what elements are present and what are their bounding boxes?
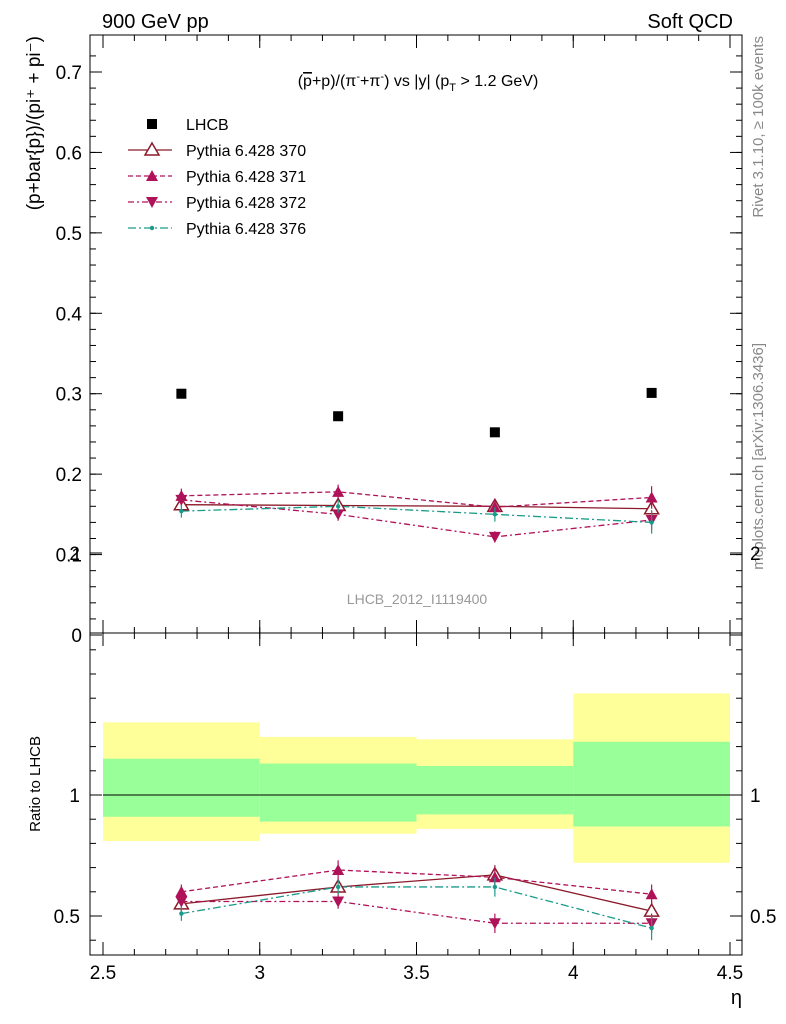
ratio-point-py372 [488,918,501,930]
legend-label-py372: Pythia 6.428 372 [186,195,306,212]
ratio-point-py376 [649,925,654,931]
main-point-py372 [488,531,501,543]
legend-marker-py372 [146,197,158,208]
legend-marker-py376 [149,225,155,231]
main-ytick-label: 0.3 [56,385,82,406]
x-tick-label: 2.5 [90,963,116,984]
ratio-point-py376 [179,911,184,916]
ratio-line-py376 [181,886,652,929]
legend-label-data: LHCB [186,117,229,134]
main-point-data [646,387,657,398]
main-line-py371 [181,491,652,508]
main-point-data [333,411,344,422]
main-line-py370 [181,504,652,510]
band-inner-0 [103,758,260,817]
ratio-point-py371 [488,871,501,883]
legend: LHCB Pythia 6.428 370 Pythia 6.428 371 Pyth… [128,117,306,238]
main-line-py372 [181,499,652,538]
main-ytick-label: 0.4 [56,304,83,325]
main-point-py376 [335,504,341,509]
x-tick-label: 3 [254,963,265,984]
main-ytick-label: 0 [71,626,82,647]
band-inner-1 [259,763,417,822]
main-point-data [176,388,187,399]
ratio-ytick-label: 1 [69,786,80,807]
main-point-py376 [179,508,184,514]
analysis-watermark: LHCB_2012_I1119400 [347,591,488,607]
legend-label-py376: Pythia 6.428 376 [186,221,306,238]
ratio-ytick-label-right: 2 [750,544,761,565]
header-left: 900 GeV pp [102,11,209,33]
main-ytick-label: 0.1 [56,546,82,567]
legend-marker-py371 [146,170,158,181]
ratio-line-py372 [181,900,652,924]
ratio-uncertainty-bands [103,693,730,863]
x-tick-label: 4.5 [717,963,743,984]
ratio-axes: 0.5 0.5 1 1 2 2 2.5 3 3.5 4 4.5 [54,544,777,984]
legend-label-py371: Pythia 6.428 371 [186,169,306,186]
main-ylabel: (p+bar{p})/(pi⁺ + pi⁻) [24,36,45,210]
band-inner-3 [573,741,730,827]
main-ytick-label: 0.7 [56,63,82,84]
ratio-point-py376 [335,884,341,890]
main-point-py376 [649,520,654,525]
ratio-ytick-label-right: 0.5 [750,907,776,928]
ratio-ytick-label: 0.5 [54,907,80,928]
legend-marker-py370 [143,141,161,156]
main-ytick-label: 0.6 [56,143,82,164]
chart-title: (p+p)/(π-+π-) vs |y| (pT > 1.2 GeV) [298,71,539,94]
ratio-ytick-label: 2 [69,544,80,565]
legend-label-py370: Pythia 6.428 370 [186,143,306,160]
main-point-py371 [645,491,658,503]
ratio-point-py376 [492,884,498,890]
ratio-point-py371 [332,864,345,876]
main-point-py372 [332,509,345,521]
ratio-ytick-label-right: 1 [750,786,761,807]
main-point-py371 [332,485,345,497]
ratio-point-py371 [175,885,188,897]
ratio-line-py371 [181,869,652,895]
main-ytick-label: 0.5 [56,224,82,245]
ratio-series-layer [173,860,660,941]
band-inner-2 [416,765,574,815]
main-point-py372 [175,494,188,506]
legend-marker-data [147,119,157,129]
rivet-label: Rivet 3.1.10, ≥ 100k events [750,36,767,218]
mcplots-label: mcplots.cern.ch [arXiv:1306.3436] [750,343,767,570]
ratio-line-py370 [181,874,652,912]
x-axis-label: η [731,987,742,1009]
main-point-data [489,427,500,438]
main-ytick-label: 0.2 [56,465,82,486]
ratio-point-py371 [645,888,658,900]
main-point-py376 [492,512,498,517]
ratio-point-py372 [332,896,345,908]
x-tick-label: 4 [568,963,579,984]
header-right: Soft QCD [647,11,733,33]
main-line-py376 [181,505,652,524]
ratio-point-py372 [175,896,188,908]
ratio-ylabel: Ratio to LHCB [27,736,44,832]
x-tick-label: 3.5 [403,963,429,984]
main-series-layer [173,387,660,543]
main-axes: 0 0.1 0.2 0.3 0.4 0.5 0.6 0.7 [56,35,742,647]
main-point-py371 [488,501,501,513]
